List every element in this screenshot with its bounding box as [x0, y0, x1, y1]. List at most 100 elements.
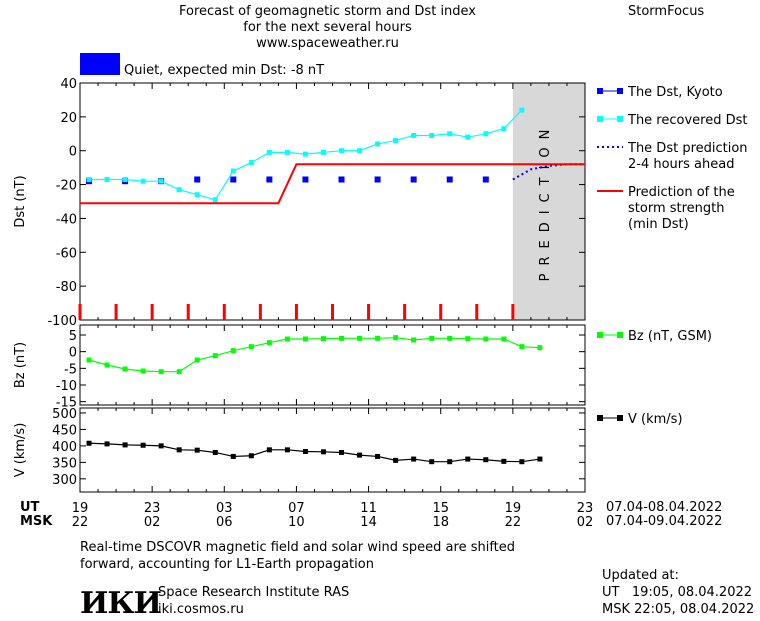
- data-point-recovered-dst: [266, 149, 272, 155]
- y-tick-label: -40: [56, 212, 77, 227]
- legend-label: Bz (nT, GSM): [628, 329, 712, 344]
- data-point-dst-kyoto: [482, 176, 489, 183]
- data-point-speed: [519, 459, 525, 465]
- data-point-bz: [122, 366, 128, 372]
- data-point-dst-kyoto: [410, 176, 417, 183]
- msk-axis-label: MSK: [20, 514, 53, 529]
- legend-label: 2-4 hours ahead: [628, 157, 734, 172]
- data-point-speed: [483, 457, 489, 463]
- data-point-recovered-dst: [429, 132, 435, 138]
- msk-tick-label: 10: [288, 515, 305, 530]
- data-point-speed: [302, 448, 308, 454]
- status-text: Quiet, expected min Dst: -8 nT: [124, 63, 325, 78]
- legend-label: The Dst, Kyoto: [627, 85, 723, 100]
- data-point-speed: [393, 457, 399, 463]
- y-tick-label: 5: [69, 329, 77, 344]
- y-tick-label: 20: [60, 111, 77, 126]
- data-point-recovered-dst: [284, 149, 290, 155]
- data-point-bz: [320, 336, 326, 342]
- chart-title-line1: Forecast of geomagnetic storm and Dst in…: [178, 4, 477, 19]
- data-point-speed: [447, 459, 453, 465]
- data-point-speed: [194, 447, 200, 453]
- data-point-bz: [230, 348, 236, 354]
- ut-tick-label: 19: [72, 501, 89, 516]
- data-point-speed: [375, 453, 381, 459]
- msk-tick-label: 22: [505, 515, 522, 530]
- data-point-speed: [537, 456, 543, 462]
- data-point-recovered-dst: [320, 149, 326, 155]
- msk-tick-label: 22: [72, 515, 89, 530]
- data-point-recovered-dst: [447, 131, 453, 137]
- data-point-dst-kyoto: [230, 176, 237, 183]
- data-point-speed: [339, 449, 345, 455]
- ut-tick-label: 23: [144, 501, 161, 516]
- data-point-speed: [357, 452, 363, 458]
- data-point-speed: [248, 453, 254, 459]
- y-axis-label: Bz (nT): [13, 342, 28, 388]
- data-point-recovered-dst: [302, 151, 308, 157]
- y-axis-label: V (km/s): [13, 423, 28, 478]
- ut-tick-label: 23: [577, 501, 594, 516]
- iki-logo: ИКИ: [80, 586, 162, 621]
- data-point-bz: [429, 335, 435, 341]
- data-point-recovered-dst: [375, 141, 381, 147]
- y-tick-label: 0: [69, 346, 77, 361]
- data-point-bz: [176, 369, 182, 375]
- msk-tick-label: 14: [360, 515, 377, 530]
- series-line-storm-strength: [80, 163, 585, 205]
- ut-axis-label: UT: [20, 500, 40, 515]
- data-point-bz: [339, 335, 345, 341]
- legend-label: The Dst prediction: [627, 141, 748, 156]
- data-point-recovered-dst: [104, 176, 110, 182]
- data-point-speed: [140, 442, 146, 448]
- msk-tick-label: 18: [432, 515, 449, 530]
- legend-swatch-marker: [597, 88, 603, 94]
- data-point-speed: [212, 449, 218, 455]
- data-point-recovered-dst: [501, 126, 507, 132]
- y-tick-label: 450: [52, 423, 77, 438]
- data-point-recovered-dst: [86, 176, 92, 182]
- data-point-speed: [411, 456, 417, 462]
- data-point-speed: [86, 440, 92, 446]
- legend-swatch-marker: [597, 116, 603, 122]
- series-line-speed: [88, 442, 540, 463]
- data-point-recovered-dst: [339, 148, 345, 154]
- data-point-bz: [158, 369, 164, 375]
- data-point-bz: [465, 336, 471, 342]
- prediction-region: [512, 83, 585, 320]
- data-point-recovered-dst: [230, 168, 236, 174]
- y-tick-label: -100: [47, 314, 77, 329]
- data-point-recovered-dst: [357, 148, 363, 154]
- data-point-speed: [429, 459, 435, 465]
- msk-tick-label: 02: [577, 515, 594, 530]
- status-color-box: [80, 53, 120, 75]
- y-tick-label: -15: [56, 396, 77, 411]
- data-point-bz: [266, 340, 272, 346]
- ut-tick-label: 11: [360, 501, 377, 516]
- data-point-dst-kyoto: [194, 176, 201, 183]
- brand-name: StormFocus: [628, 4, 705, 19]
- legend-label: The recovered Dst: [627, 113, 747, 128]
- legend-label: Prediction of the: [628, 185, 735, 200]
- updated-label: Updated at:: [602, 568, 679, 583]
- legend-label: (min Dst): [628, 217, 689, 232]
- data-point-bz: [393, 335, 399, 341]
- data-point-bz: [501, 336, 507, 342]
- data-point-speed: [104, 441, 110, 447]
- series-line-bz: [88, 337, 540, 373]
- footnote-line1: Real-time DSCOVR magnetic field and sola…: [80, 540, 516, 555]
- data-point-recovered-dst: [465, 134, 471, 140]
- data-point-dst-kyoto: [302, 176, 309, 183]
- updated-msk: MSK 22:05, 08.04.2022: [602, 602, 755, 617]
- data-point-recovered-dst: [158, 178, 164, 184]
- data-point-recovered-dst: [122, 176, 128, 182]
- y-tick-label: -80: [56, 280, 77, 295]
- ut-tick-label: 19: [505, 501, 522, 516]
- y-tick-label: 500: [52, 407, 77, 422]
- data-point-bz: [194, 357, 200, 363]
- data-point-recovered-dst: [212, 197, 218, 203]
- y-tick-label: 350: [52, 456, 77, 471]
- data-point-bz: [248, 344, 254, 350]
- data-point-speed: [320, 449, 326, 455]
- data-point-bz: [357, 335, 363, 341]
